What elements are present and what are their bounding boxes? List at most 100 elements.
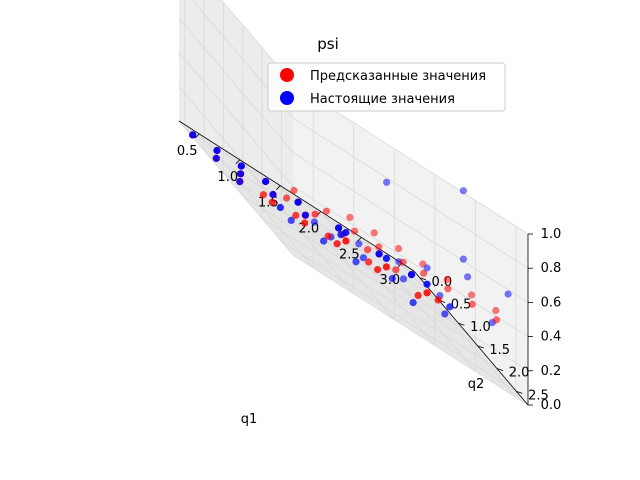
actual-point <box>446 303 454 311</box>
actual-point <box>423 280 431 288</box>
y-grid-floor <box>261 218 498 369</box>
actual-point <box>352 258 360 266</box>
predicted-point <box>420 269 428 277</box>
predicted-point <box>292 211 300 219</box>
actual-point <box>212 154 220 162</box>
actual-point <box>287 216 295 224</box>
y-grid-floor <box>242 195 478 347</box>
z-tick-label: 0.0 <box>541 398 562 413</box>
z-tick-label: 0.8 <box>541 261 562 276</box>
predicted-point <box>324 232 332 240</box>
predicted-point <box>301 219 309 227</box>
y-tick-mark <box>477 345 484 349</box>
predicted-point <box>364 246 372 254</box>
z-grid-back <box>292 117 529 269</box>
actual-point <box>399 275 408 283</box>
y-tick-mark <box>496 368 504 372</box>
actual-point <box>310 218 318 226</box>
predicted-point <box>346 213 354 221</box>
x-grid-floor <box>361 237 476 372</box>
predicted-point <box>394 244 403 253</box>
predicted-point <box>492 306 500 315</box>
actual-point <box>409 299 417 307</box>
predicted-point <box>322 207 330 215</box>
actual-point <box>262 177 270 186</box>
actual-point <box>383 178 391 186</box>
actual-point <box>382 254 390 262</box>
predicted-point <box>492 316 501 324</box>
actual-point <box>359 254 367 262</box>
z-grid-side <box>178 120 294 256</box>
x-grid-floor <box>401 262 517 398</box>
predicted-point <box>290 186 298 195</box>
y-tick-mark <box>419 277 426 281</box>
y-axis-line <box>413 270 529 406</box>
predicted-point <box>283 194 291 202</box>
actual-point <box>320 237 328 245</box>
predicted-point <box>423 289 431 297</box>
y-axis-label: q2 <box>468 377 485 392</box>
predicted-point <box>434 296 442 304</box>
predicted-point <box>467 291 476 299</box>
predicted-point <box>342 237 350 245</box>
z-grid-side <box>221 0 294 85</box>
x-axis-line <box>178 120 415 272</box>
actual-point <box>423 264 431 272</box>
axis-lines <box>178 120 529 406</box>
x-tick-label: 1.0 <box>217 170 238 185</box>
actual-point <box>237 162 245 170</box>
actual-point <box>301 211 309 219</box>
actual-point <box>459 255 467 263</box>
actual-point <box>335 224 343 232</box>
legend-label-actual: Настоящие значения <box>310 92 455 107</box>
actual-point <box>388 274 396 283</box>
x-tick-mark <box>194 133 200 139</box>
z-grid-side <box>178 86 294 222</box>
predicted-point <box>399 258 407 266</box>
y-tick-mark <box>516 390 523 394</box>
y-tick-mark <box>458 322 465 326</box>
z-grid-back <box>292 254 529 406</box>
legend-label-predicted: Предсказанные значения <box>310 69 486 84</box>
predicted-point <box>370 229 378 237</box>
x-grid-floor <box>279 185 395 320</box>
legend-marker-actual <box>280 91 294 105</box>
actual-point <box>441 310 449 318</box>
z-tick-label: 1.0 <box>541 227 562 242</box>
chart-title: psi <box>317 35 339 53</box>
predicted-point <box>468 300 476 308</box>
legend-marker-predicted <box>280 68 294 82</box>
back-pane <box>293 84 528 405</box>
z-tick-label: 0.2 <box>541 364 562 379</box>
predicted-point <box>382 263 390 271</box>
actual-point <box>342 228 350 237</box>
actual-point <box>355 240 363 248</box>
actual-point <box>269 190 277 199</box>
x-tick-mark <box>235 159 241 165</box>
predicted-point <box>374 266 382 274</box>
z-grid-back <box>292 152 529 303</box>
predicted-point <box>365 258 373 266</box>
actual-point <box>407 271 416 279</box>
legend-frame <box>267 62 506 112</box>
predicted-point <box>259 191 267 199</box>
actual-point <box>464 273 472 281</box>
actual-point <box>276 203 284 212</box>
predicted-point <box>375 243 383 251</box>
actual-point <box>294 198 302 206</box>
x-tick-label: 0.5 <box>177 144 198 159</box>
data-points <box>189 131 512 327</box>
actual-point <box>459 187 467 195</box>
predicted-point <box>392 266 400 274</box>
legend: Предсказанные значения Настоящие значени… <box>267 62 506 112</box>
z-tick-label: 0.6 <box>541 295 562 310</box>
x-axis-label: q1 <box>241 412 258 427</box>
z-grid-back <box>292 186 529 337</box>
z-grid-back <box>292 220 529 372</box>
predicted-point <box>333 240 341 248</box>
y-grid-floor <box>281 241 517 392</box>
predicted-point <box>311 210 319 218</box>
z-tick-label: 0.4 <box>541 330 562 345</box>
